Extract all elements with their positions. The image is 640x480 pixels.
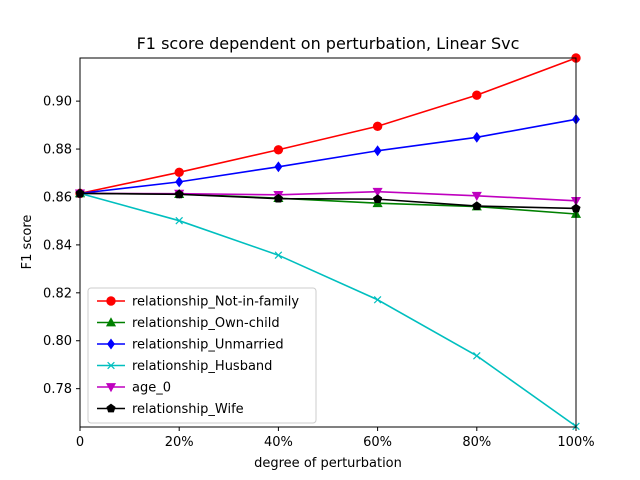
y-tick-label: 0.82 bbox=[43, 286, 72, 301]
data-point-marker bbox=[107, 338, 115, 350]
series-line bbox=[79, 192, 577, 210]
data-point-marker bbox=[472, 90, 482, 100]
y-tick-label: 0.84 bbox=[43, 238, 72, 253]
legend-label: relationship_Unmarried bbox=[132, 338, 284, 353]
data-point-marker bbox=[175, 176, 184, 188]
x-tick-label: 0 bbox=[76, 435, 84, 450]
data-point-marker bbox=[175, 216, 183, 225]
data-point-marker bbox=[472, 201, 482, 210]
x-axis-label: degree of perturbation bbox=[254, 456, 402, 471]
legend-item: relationship_Not-in-family bbox=[97, 295, 299, 310]
legend-label: relationship_Own-child bbox=[132, 316, 280, 331]
data-point-marker bbox=[105, 383, 117, 393]
data-point-marker bbox=[473, 352, 481, 360]
series-relationship-unmarried bbox=[76, 113, 580, 199]
series-age-0 bbox=[74, 187, 582, 207]
data-point-marker bbox=[373, 295, 382, 304]
legend-item: relationship_Wife bbox=[97, 402, 244, 417]
x-tick-label: 100% bbox=[557, 435, 594, 450]
data-point-marker bbox=[274, 251, 283, 259]
data-point-marker bbox=[372, 121, 383, 131]
y-tick-label: 0.88 bbox=[43, 143, 72, 158]
data-point-marker bbox=[373, 194, 383, 204]
x-tick-label: 60% bbox=[363, 435, 392, 450]
y-axis-label: F1 score bbox=[20, 215, 35, 270]
legend-label: relationship_Wife bbox=[132, 402, 244, 417]
legend-label: relationship_Husband bbox=[132, 359, 272, 374]
data-point-marker bbox=[472, 131, 481, 143]
x-tick-label: 20% bbox=[165, 435, 194, 450]
series-line bbox=[79, 57, 577, 195]
x-axis: 0 20% 40% 60% 80% 100% bbox=[76, 427, 595, 450]
data-point-marker bbox=[174, 189, 184, 199]
data-point-marker bbox=[372, 187, 383, 197]
data-point-marker bbox=[105, 317, 117, 327]
axes-frame bbox=[79, 57, 577, 428]
data-point-marker bbox=[273, 145, 284, 155]
y-axis: 0.78 0.80 0.82 0.84 0.86 0.88 0.90 bbox=[43, 95, 80, 397]
x-tick-label: 40% bbox=[264, 435, 293, 450]
y-tick-label: 0.78 bbox=[43, 382, 72, 397]
data-point-marker bbox=[106, 403, 116, 413]
y-tick-label: 0.90 bbox=[43, 95, 72, 110]
data-point-marker bbox=[107, 361, 115, 370]
data-point-marker bbox=[274, 161, 283, 173]
legend-label: age_0 bbox=[132, 381, 171, 396]
data-point-marker bbox=[174, 167, 184, 177]
x-tick-label: 80% bbox=[462, 435, 491, 450]
legend-item: relationship_Own-child bbox=[97, 316, 280, 331]
data-point-marker bbox=[106, 296, 116, 306]
legend-item: age_0 bbox=[97, 381, 171, 396]
series-relationship-wife bbox=[75, 188, 581, 213]
legend-label: relationship_Not-in-family bbox=[132, 295, 299, 310]
series-layer bbox=[74, 53, 582, 431]
series-relationship-not-in-family bbox=[75, 53, 581, 199]
series-line bbox=[79, 118, 577, 195]
series-line bbox=[79, 192, 577, 427]
chart-title: F1 score dependent on perturbation, Line… bbox=[137, 34, 520, 53]
y-tick-label: 0.86 bbox=[43, 190, 72, 205]
data-point-marker bbox=[373, 145, 382, 157]
legend-item: relationship_Husband bbox=[97, 359, 272, 374]
y-tick-label: 0.80 bbox=[43, 334, 72, 349]
legend-box bbox=[87, 287, 317, 424]
legend: relationship_Not-in-family relationship_O… bbox=[87, 287, 317, 424]
data-point-marker bbox=[273, 193, 283, 203]
legend-item: relationship_Unmarried bbox=[97, 338, 284, 353]
data-point-marker bbox=[471, 191, 482, 202]
